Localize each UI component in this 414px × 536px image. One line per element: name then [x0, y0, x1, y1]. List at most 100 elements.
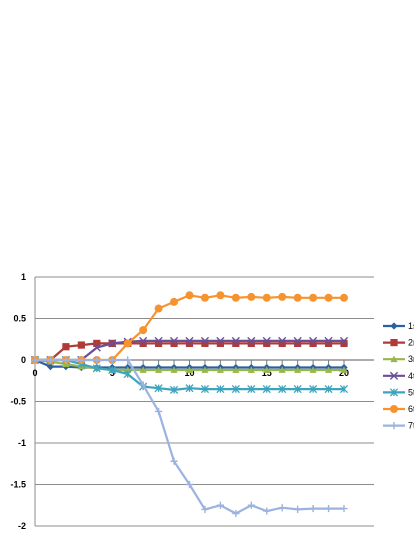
data-point: [154, 336, 163, 346]
data-point: [247, 292, 256, 301]
legend-item: 3n: [383, 354, 414, 364]
data-point: [93, 339, 101, 347]
data-point: [324, 366, 333, 373]
data-point: [170, 366, 178, 373]
data-point: [123, 370, 132, 379]
series-line: [35, 358, 344, 515]
data-point: [309, 293, 318, 302]
data-point: [340, 293, 348, 302]
x-tick-label: 10: [184, 368, 194, 378]
data-point: [185, 384, 194, 393]
data-point: [278, 384, 287, 394]
data-point: [124, 366, 132, 373]
data-point: [92, 343, 101, 352]
legend-item: 5t: [383, 387, 414, 397]
data-point: [278, 504, 286, 512]
series-layer: [30, 291, 349, 518]
data-point: [155, 339, 163, 347]
series-7t: [31, 356, 348, 518]
data-point: [170, 339, 178, 347]
data-point: [216, 384, 225, 394]
data-point: [339, 384, 349, 394]
series-line: [35, 294, 344, 362]
data-point: [309, 384, 318, 394]
data-point: [324, 293, 333, 302]
data-point: [108, 365, 117, 375]
data-point: [154, 384, 163, 393]
data-point: [216, 366, 224, 373]
legend-label: 1s: [408, 321, 414, 331]
data-point: [108, 339, 117, 348]
data-point: [154, 304, 163, 313]
legend-item: 4t: [383, 371, 414, 381]
data-point: [231, 293, 240, 302]
data-point: [139, 336, 148, 346]
data-point: [200, 293, 209, 302]
data-point: [200, 336, 210, 346]
data-point: [216, 336, 225, 346]
legend-marker: [389, 371, 399, 380]
legend-item: 7t: [383, 421, 414, 431]
data-point: [324, 339, 333, 347]
data-point: [62, 356, 70, 364]
data-point: [123, 339, 132, 348]
data-point: [294, 505, 302, 513]
data-point: [262, 293, 271, 302]
data-point: [247, 384, 256, 394]
data-point: [170, 457, 178, 465]
legend-item: 1s: [383, 321, 414, 331]
data-point: [232, 509, 240, 518]
data-point: [124, 356, 132, 364]
legend-label: 2n: [408, 338, 414, 348]
data-point: [185, 480, 194, 489]
data-point: [185, 291, 194, 300]
data-point: [139, 326, 148, 335]
legend-label: 5t: [408, 387, 414, 397]
data-point: [31, 356, 39, 364]
legend-marker: [390, 339, 398, 347]
data-point: [247, 339, 255, 347]
data-point: [278, 292, 287, 301]
data-point: [293, 384, 302, 394]
data-point: [231, 336, 240, 346]
legend-marker: [390, 405, 398, 413]
data-point: [294, 366, 302, 373]
x-tick-label: 20: [339, 368, 349, 378]
data-point: [262, 384, 271, 394]
data-point: [309, 366, 317, 373]
data-point: [293, 293, 302, 302]
series-6t: [31, 291, 348, 364]
legend-label: 3n: [408, 354, 414, 364]
data-point: [77, 341, 85, 349]
legend-label: 7t: [408, 421, 414, 431]
y-tick-label: -0.5: [10, 397, 26, 407]
data-point: [247, 366, 255, 373]
grid-lines: [35, 276, 374, 527]
data-point: [216, 501, 224, 509]
data-point: [170, 297, 179, 306]
y-tick-label: -1.5: [10, 480, 26, 490]
legend-label: 4t: [408, 371, 414, 381]
data-point: [309, 336, 318, 346]
data-point: [169, 336, 179, 346]
data-point: [139, 366, 147, 373]
data-point: [185, 366, 194, 373]
y-tick-label: 1: [21, 272, 26, 282]
data-point: [309, 339, 317, 347]
x-tick-label: 0: [32, 368, 37, 378]
data-point: [278, 366, 286, 373]
data-point: [263, 366, 271, 373]
data-point: [247, 336, 256, 346]
data-point: [155, 366, 163, 373]
data-point: [247, 501, 255, 509]
data-point: [262, 336, 271, 346]
x-tick-label: 15: [262, 368, 272, 378]
data-point: [62, 343, 70, 351]
data-point: [340, 504, 348, 513]
legend-marker: [389, 388, 399, 397]
data-point: [201, 339, 209, 347]
data-point: [278, 336, 287, 346]
data-point: [185, 336, 194, 346]
